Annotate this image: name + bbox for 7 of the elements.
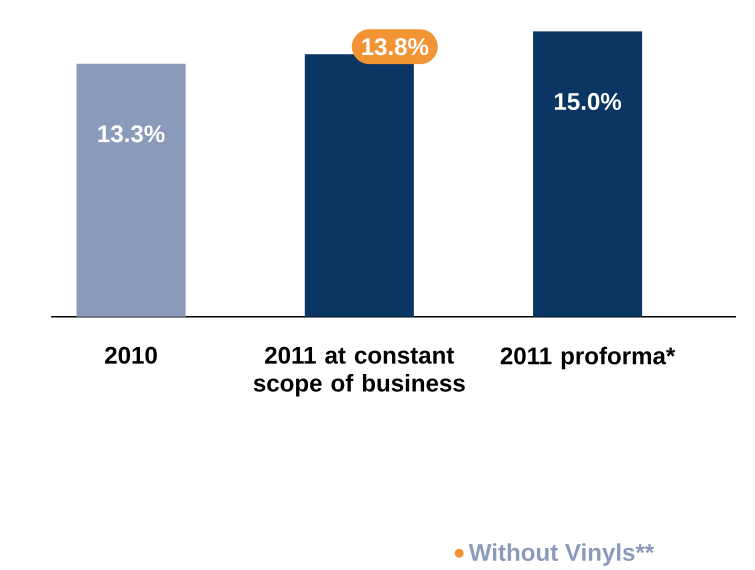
text: Without Vinyls** xyxy=(468,543,654,566)
x-tick-label: 2011 at constant scope of business xyxy=(254,346,465,396)
data-label: 13.8% xyxy=(362,38,428,56)
x-tick-label: 2011 proforma* xyxy=(500,346,676,370)
x-tick-label: 2010 xyxy=(105,346,157,364)
data-label: 15.0% xyxy=(554,92,622,110)
data-label: 13.3% xyxy=(98,125,165,142)
